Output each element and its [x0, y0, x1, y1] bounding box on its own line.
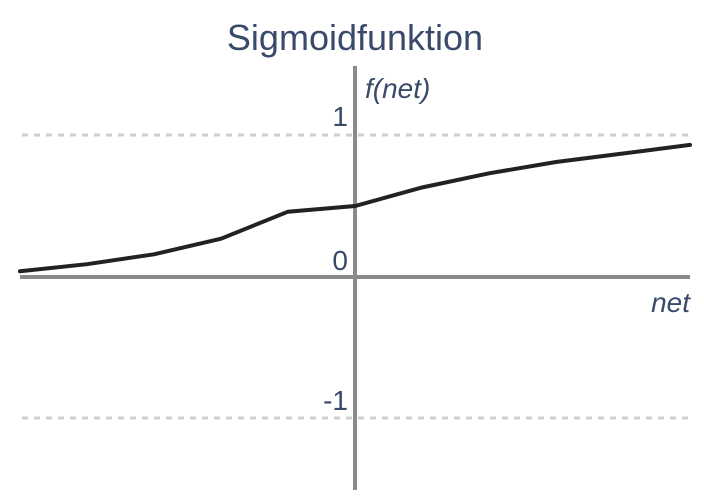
- sigmoid-curve: [18, 142, 692, 274]
- y-tick-label: -1: [323, 385, 348, 416]
- x-axis-label: net: [651, 287, 691, 318]
- y-tick-label: 0: [332, 245, 348, 276]
- chart-title: Sigmoidfunktion: [227, 17, 483, 58]
- y-axis-label: f(net): [365, 73, 430, 104]
- y-tick-label: 1: [332, 101, 348, 132]
